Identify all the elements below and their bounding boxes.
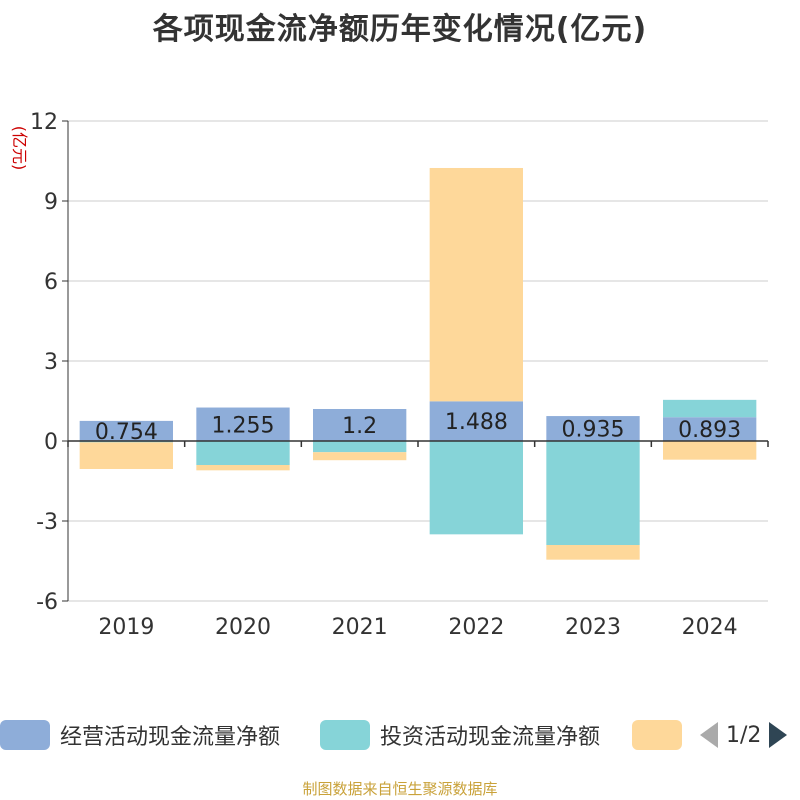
x-tick-label: 2019 — [98, 615, 154, 640]
legend-swatch-investing — [320, 720, 370, 750]
pager-prev-icon[interactable] — [700, 722, 718, 748]
chart-title: 各项现金流净额历年变化情况(亿元) — [152, 12, 648, 47]
legend-label-operating: 经营活动现金流量净额 — [60, 725, 281, 750]
y-tick-label: 0 — [44, 430, 58, 455]
y-tick-label: -3 — [36, 510, 58, 535]
bar-segment-2-2020[interactable] — [196, 441, 290, 465]
y-tick-label: -6 — [36, 590, 58, 615]
bar-segment-3-2019[interactable] — [79, 442, 173, 469]
y-tick-label: 12 — [30, 110, 58, 135]
pager-text: 1/2 — [726, 722, 762, 748]
bar-segment-3-2021[interactable] — [313, 452, 407, 461]
legend-item-third[interactable] — [632, 716, 682, 754]
bar-segment-1-2020[interactable] — [196, 407, 290, 441]
bar-segment-3-2020[interactable] — [196, 465, 290, 471]
legend-item-operating[interactable]: 经营活动现金流量净额 — [0, 716, 280, 754]
legend-swatch-third — [632, 720, 682, 750]
legend: 经营活动现金流量净额 投资活动现金流量净额 — [0, 716, 800, 754]
x-tick-label: 2023 — [565, 615, 621, 640]
data-label: 1.488 — [445, 410, 508, 435]
bar-segment-2-2024[interactable] — [663, 399, 757, 418]
bar-segment-2-2021[interactable] — [313, 441, 407, 453]
bar-segment-1-2022[interactable] — [429, 401, 523, 441]
x-tick-label: 2021 — [332, 615, 388, 640]
bar-segment-2-2022[interactable] — [429, 441, 523, 535]
bar-segment-1-2023[interactable] — [546, 416, 640, 441]
data-label: 0.893 — [678, 418, 741, 443]
bar-segment-1-2019[interactable] — [79, 420, 173, 441]
data-label: 0.935 — [562, 418, 625, 443]
data-label: 1.2 — [342, 414, 377, 439]
y-tick-label: 9 — [44, 190, 58, 215]
source-note: 制图数据来自恒生聚源数据库 — [302, 780, 498, 798]
x-tick-label: 2020 — [215, 615, 271, 640]
y-tick-label: 6 — [44, 270, 58, 295]
x-tick-label: 2022 — [448, 615, 504, 640]
y-axis-unit: (亿元) — [10, 126, 29, 171]
legend-label-investing: 投资活动现金流量净额 — [380, 725, 601, 750]
bar-segment-3-2024[interactable] — [663, 441, 757, 460]
bar-segment-2-2023[interactable] — [546, 441, 640, 545]
bar-segment-1-2024[interactable] — [663, 417, 757, 441]
legend-item-investing[interactable]: 投资活动现金流量净额 — [320, 716, 600, 754]
data-label: 0.754 — [95, 420, 158, 445]
y-tick-label: 3 — [44, 350, 58, 375]
bar-segment-1-2021[interactable] — [313, 409, 407, 441]
x-tick-label: 2024 — [682, 615, 738, 640]
bar-segment-3-2023[interactable] — [546, 545, 640, 560]
pager-next-icon[interactable] — [769, 722, 788, 748]
data-label: 1.255 — [212, 413, 275, 438]
bar-segment-3-2022[interactable] — [429, 167, 523, 402]
legend-swatch-operating — [0, 720, 50, 750]
legend-pager: 1/2 — [700, 718, 800, 752]
chart-plot: -6 -3 0 3 6 9 12(亿元) 2019 2020 2021 2022 2023 2024 0.… — [10, 110, 769, 640]
